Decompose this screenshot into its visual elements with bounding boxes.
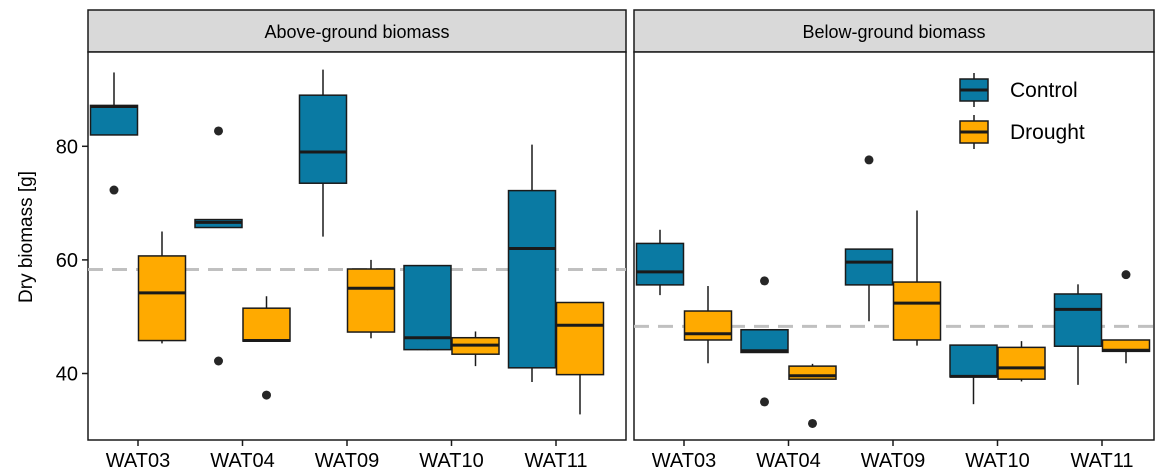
box-body bbox=[403, 264, 452, 351]
outlier-point bbox=[1121, 270, 1131, 280]
y-tick-label: 80 bbox=[56, 136, 78, 158]
outlier-point bbox=[214, 126, 223, 136]
outlier-point bbox=[864, 155, 874, 165]
outlier-point bbox=[760, 397, 769, 407]
box-wat10-drought bbox=[451, 331, 500, 367]
outlier-point bbox=[262, 390, 271, 400]
box-wat09-control bbox=[844, 155, 894, 322]
legend-label: Drought bbox=[1010, 121, 1085, 144]
box-wat03-control bbox=[635, 229, 685, 296]
outlier-point bbox=[808, 418, 817, 428]
x-tick-label: WAT03 bbox=[106, 450, 170, 472]
x-tick-label: WAT09 bbox=[315, 450, 379, 472]
panel-2: Below-ground biomass WAT03 WAT04 WAT09 WAT10… bbox=[633, 9, 1155, 472]
x-tick-label: WAT04 bbox=[210, 450, 274, 472]
box-body bbox=[242, 307, 291, 342]
y-tick-label: 60 bbox=[56, 250, 78, 272]
box-body bbox=[89, 104, 139, 136]
legend: Control Drought bbox=[959, 73, 1085, 149]
y-tick-label: 40 bbox=[56, 364, 78, 386]
box-wat04-drought bbox=[788, 363, 837, 428]
box-body bbox=[844, 248, 894, 286]
x-tick-label: WAT10 bbox=[419, 450, 483, 472]
box-wat03-drought bbox=[683, 286, 733, 364]
box-body bbox=[346, 268, 396, 333]
box-body bbox=[740, 329, 789, 354]
box-body bbox=[683, 310, 733, 341]
box-wat04-control bbox=[194, 126, 243, 366]
box-wat11-control bbox=[1053, 284, 1103, 385]
box-wat11-drought bbox=[1101, 270, 1151, 364]
box-body bbox=[507, 189, 557, 369]
box-body bbox=[137, 255, 187, 342]
y-axis-label: Dry biomass [g] bbox=[16, 171, 37, 303]
legend-label: Control bbox=[1010, 79, 1078, 102]
box-body bbox=[1053, 293, 1103, 347]
box-wat04-drought bbox=[242, 296, 291, 400]
x-tick-label: WAT10 bbox=[965, 450, 1029, 472]
x-tick-label: WAT11 bbox=[525, 450, 588, 472]
box-body bbox=[997, 346, 1046, 380]
box-wat11-drought bbox=[555, 301, 605, 415]
panel-strip bbox=[87, 9, 627, 53]
x-tick-label: WAT04 bbox=[756, 450, 820, 472]
box-body bbox=[555, 301, 605, 376]
box-body bbox=[949, 344, 998, 378]
box-wat10-control bbox=[949, 344, 998, 405]
panel-strip bbox=[633, 9, 1155, 53]
x-tick-label: WAT09 bbox=[861, 450, 925, 472]
box-wat03-control bbox=[89, 72, 139, 195]
box-body bbox=[298, 94, 348, 184]
box-wat11-control bbox=[507, 144, 557, 383]
x-tick-label: WAT03 bbox=[652, 450, 716, 472]
box-wat10-drought bbox=[997, 341, 1046, 382]
box-wat04-control bbox=[740, 276, 789, 407]
outlier-point bbox=[109, 185, 119, 195]
box-wat09-control bbox=[298, 69, 348, 237]
x-tick-label: WAT11 bbox=[1071, 450, 1134, 472]
legend-item-control: Control bbox=[959, 73, 1078, 107]
outlier-point bbox=[760, 276, 769, 286]
legend-item-drought: Drought bbox=[959, 115, 1085, 149]
plot-area bbox=[633, 51, 1155, 441]
box-wat09-drought bbox=[892, 210, 942, 346]
panel-title: Above-ground biomass bbox=[264, 22, 449, 42]
box-body bbox=[635, 242, 685, 286]
box-wat10-control bbox=[403, 264, 452, 351]
box-body bbox=[892, 281, 942, 341]
panel-1: Above-ground biomass 40 60 80 WAT03 WAT04 WAT0… bbox=[56, 9, 627, 472]
box-wat09-drought bbox=[346, 259, 396, 339]
box-wat03-drought bbox=[137, 231, 187, 344]
outlier-point bbox=[214, 356, 223, 366]
panel-title: Below-ground biomass bbox=[802, 22, 985, 42]
panels: Above-ground biomass 40 60 80 WAT03 WAT04 WAT0… bbox=[56, 9, 1155, 472]
